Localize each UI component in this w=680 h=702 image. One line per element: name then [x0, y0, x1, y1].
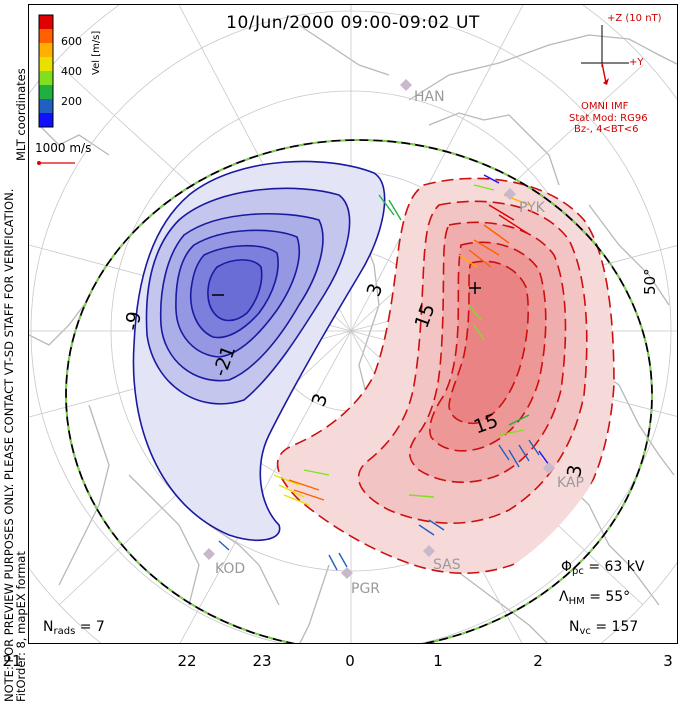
map-frame: 10/Jun/2000 09:00-09:02 UT 600 400 200 V… [28, 4, 678, 644]
hm-boundary [65, 139, 653, 643]
phi-sub: pc [572, 566, 584, 577]
station-markers [203, 79, 555, 579]
station-label-kod: KOD [215, 561, 246, 577]
cross-polar-potential: Φpc = 63 kV [561, 559, 644, 577]
colorbar-swatch [39, 99, 53, 113]
colorbar-label: Vel [m/s] [91, 30, 102, 75]
colorbar-border [38, 14, 54, 128]
station-label-pyk: PYK [519, 200, 545, 216]
nvc-symbol: N [569, 619, 580, 635]
contour-label-dusk-outer: -9 [120, 309, 146, 333]
imf-model-line2: Bz-, 4<BT<6 [574, 124, 639, 135]
coordinate-note: MLT coordinates [14, 68, 28, 161]
potential-markers [212, 282, 481, 296]
latitude-label: 50° [641, 268, 659, 295]
lambda-symbol: Λ [559, 589, 569, 605]
phi-symbol: Φ [561, 559, 573, 575]
colorbar-tick-600: 600 [61, 35, 82, 48]
imf-clock [581, 25, 629, 85]
imf-model-line1: Stat Mod: RG96 [569, 113, 648, 124]
hm-latitude: ΛHM = 55° [559, 589, 630, 607]
colorbar-swatch [39, 43, 53, 57]
colorbar-tick-400: 400 [61, 65, 82, 78]
radar-count: Nrads = 7 [43, 619, 105, 637]
vector-scale-label: 1000 m/s [35, 141, 92, 155]
colorbar-swatch [39, 71, 53, 85]
velocity-colorbar [38, 14, 54, 128]
mlt-label-21: 21 [2, 652, 22, 670]
mlt-label-2: 2 [533, 652, 543, 670]
nvc-value: = 157 [595, 619, 639, 635]
station-label-kap: KAP [557, 475, 584, 491]
imf-z-label: +Z (10 nT) [607, 13, 662, 24]
station-label-pgr: PGR [351, 581, 381, 597]
nrads-value: = 7 [79, 619, 105, 635]
mlt-label-1: 1 [433, 652, 443, 670]
colorbar-tick-200: 200 [61, 95, 82, 108]
convection-map [29, 5, 677, 643]
dusk-convection-cell [132, 160, 386, 541]
colorbar-swatch [39, 57, 53, 71]
phi-value: = 63 kV [588, 559, 645, 575]
colorbar-swatch [39, 15, 53, 29]
nrads-sub: rads [53, 626, 76, 637]
mlt-label-22: 22 [177, 652, 197, 670]
nvc-sub: vc [579, 626, 591, 637]
colorbar-swatch [39, 85, 53, 99]
fit-order-note: FitOrder: 8, mapEX format [14, 551, 28, 702]
imf-source: OMNI IMF [581, 101, 629, 112]
colorbar-swatch [39, 113, 53, 127]
side-notes: NOTE: FOR PREVIEW PURPOSES ONLY. PLEASE … [2, 66, 28, 702]
vector-scale-arrow [37, 161, 75, 165]
mlt-label-0: 0 [345, 652, 355, 670]
mlt-label-23: 23 [252, 652, 272, 670]
station-label-han: HAN [414, 89, 445, 105]
map-title: 10/Jun/2000 09:00-09:02 UT [226, 13, 480, 33]
imf-y-label: +Y [629, 57, 644, 68]
lambda-sub: HM [568, 596, 585, 607]
station-label-sas: SAS [433, 557, 461, 573]
vector-count: Nvc = 157 [569, 619, 638, 637]
mlt-label-3: 3 [663, 652, 673, 670]
lambda-value: = 55° [589, 589, 631, 605]
colorbar-swatch [39, 29, 53, 43]
nrads-symbol: N [43, 619, 54, 635]
velocity-vectors [218, 174, 550, 571]
dawn-convection-cell [276, 177, 615, 574]
